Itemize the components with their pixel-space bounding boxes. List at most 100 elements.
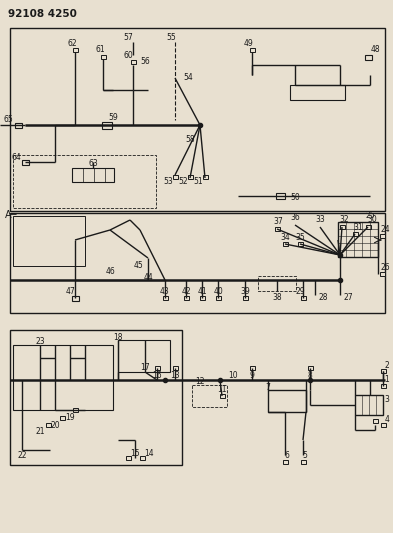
Text: 64: 64 [11,152,21,161]
Text: 55: 55 [166,34,176,43]
Text: 45: 45 [133,261,143,270]
Text: 21: 21 [35,427,45,437]
Text: 39: 39 [240,287,250,296]
Text: 27: 27 [343,294,353,303]
Bar [242,296,248,300]
Text: 49: 49 [243,38,253,47]
Bar [283,242,288,246]
Text: 6: 6 [285,450,289,459]
Text: 48: 48 [370,45,380,54]
Text: 44: 44 [143,273,153,282]
Text: 11: 11 [217,385,227,394]
Bar [202,175,208,179]
Bar [275,193,285,199]
Text: 13: 13 [170,370,180,379]
Bar [274,227,279,231]
Bar [173,175,178,179]
Text: 37: 37 [273,217,283,227]
Bar [10,28,385,211]
Text: 15: 15 [130,448,140,457]
Bar [220,394,224,398]
Bar [364,54,371,60]
Text: 16: 16 [152,370,162,379]
Bar [72,408,77,412]
Bar [365,225,371,229]
Bar [72,168,114,182]
Text: 32: 32 [339,215,349,224]
Bar [215,296,220,300]
Bar [173,366,178,370]
Bar [184,296,189,300]
Text: 24: 24 [380,225,390,235]
Text: 3: 3 [385,395,389,405]
Bar [200,296,204,300]
Text: 36: 36 [290,214,300,222]
Text: 35: 35 [295,233,305,243]
Text: 63: 63 [88,158,98,167]
Text: 30: 30 [367,215,377,224]
Text: 5: 5 [303,450,307,459]
Bar [102,122,112,128]
Bar [380,384,386,388]
Text: 14: 14 [144,448,154,457]
Bar [154,366,160,370]
Bar [268,390,306,412]
Bar [140,456,145,460]
Text: 62: 62 [67,38,77,47]
Text: 59: 59 [108,114,118,123]
Text: 40: 40 [213,287,223,296]
Bar [355,395,383,415]
Bar [301,296,305,300]
Bar [301,460,305,464]
Bar [46,423,50,427]
Bar [380,272,384,276]
Text: 33: 33 [315,215,325,224]
Bar [380,234,384,238]
Text: 12: 12 [195,377,205,386]
Text: 46: 46 [105,268,115,277]
Text: 51: 51 [193,177,203,187]
Text: 54: 54 [183,74,193,83]
Text: 29: 29 [295,287,305,296]
Bar [13,345,113,410]
Text: 31: 31 [353,223,363,232]
Bar [72,48,77,52]
Bar [250,48,255,52]
Bar [10,213,385,313]
Bar [258,276,296,291]
Bar [130,60,136,64]
Bar [101,55,105,59]
Text: 1: 1 [385,376,389,384]
Text: 53: 53 [163,177,173,187]
Text: 7: 7 [266,383,270,392]
Bar [380,369,386,373]
Text: 38: 38 [272,294,282,303]
Bar [298,242,303,246]
Bar [22,159,29,165]
Text: 61: 61 [95,45,105,54]
Text: 57: 57 [123,34,133,43]
Bar [125,456,130,460]
Bar [118,340,170,372]
Text: 56: 56 [140,58,150,67]
Text: 19: 19 [65,414,75,423]
Text: 92108 4250: 92108 4250 [8,9,77,19]
Text: 4: 4 [385,416,389,424]
Text: 22: 22 [17,451,27,461]
Bar [162,296,167,300]
Bar [380,423,386,427]
Bar [307,366,312,370]
Text: 10: 10 [228,370,238,379]
Text: 26: 26 [380,263,390,272]
Text: 43: 43 [160,287,170,296]
Bar [340,225,345,229]
Text: 50: 50 [290,193,300,203]
Bar [59,416,64,420]
Text: 8: 8 [308,370,312,379]
Bar [13,216,85,266]
Text: 65: 65 [3,115,13,124]
Bar [250,366,255,370]
Text: 25: 25 [365,212,375,221]
Text: 60: 60 [123,51,133,60]
Text: 23: 23 [35,336,45,345]
